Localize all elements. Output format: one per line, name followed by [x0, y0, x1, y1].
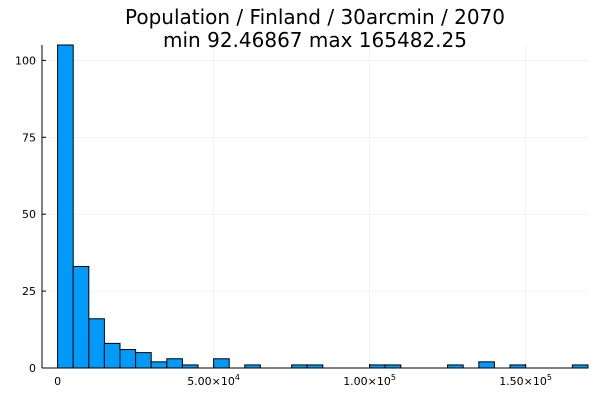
- histogram-bar: [135, 352, 152, 369]
- chart-title-line2: min 92.46867 max 165482.25: [163, 28, 467, 52]
- x-tick-label-3: 1.50×105: [499, 373, 552, 388]
- x-tick-label-0: 0: [54, 375, 61, 388]
- histogram-bar: [72, 265, 90, 369]
- chart-title-line1: Population / Finland / 30arcmin / 2070: [125, 5, 505, 29]
- y-tick-label-1: 25: [22, 285, 36, 298]
- histogram-bar: [88, 318, 105, 369]
- histogram-bar: [166, 358, 183, 369]
- axes: [41, 45, 588, 369]
- histogram-bar: [213, 358, 230, 369]
- y-tick-label-2: 50: [22, 208, 36, 221]
- x-tick-label-2: 1.00×105: [343, 373, 396, 388]
- y-tick-label-3: 75: [22, 131, 36, 144]
- histogram-bars: [57, 44, 589, 369]
- histogram-bar: [119, 349, 137, 369]
- x-tick-label-1: 5.00×104: [187, 373, 240, 388]
- grid-lines: [42, 45, 588, 369]
- y-tick-label-0: 0: [29, 362, 36, 375]
- histogram-bar: [57, 44, 74, 369]
- y-tick-label-4: 100: [15, 54, 36, 67]
- histogram-bar: [150, 361, 168, 369]
- histogram-bar: [478, 361, 495, 369]
- tick-labels: 0 25 50 75 100 0 5.00×104 1.00×105 1.50×105: [15, 54, 552, 388]
- histogram-bar: [103, 342, 121, 369]
